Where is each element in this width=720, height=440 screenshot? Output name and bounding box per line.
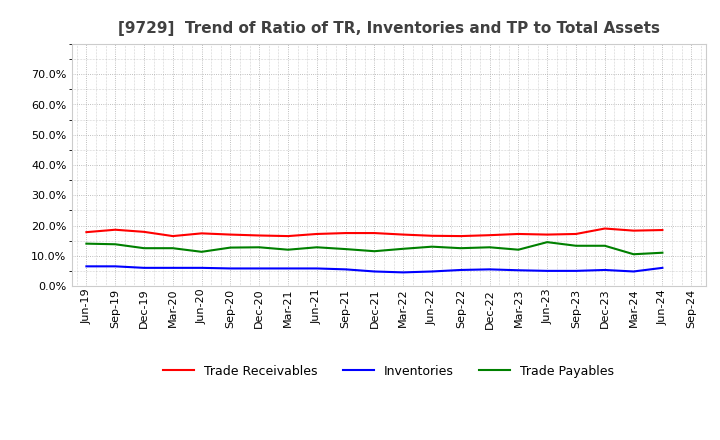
Inventories [543,268,552,274]
Trade Payables [428,244,436,249]
Inventories [226,266,235,271]
Inventories [370,269,379,274]
Inventories [312,266,321,271]
Trade Receivables [428,233,436,238]
Trade Receivables [284,234,292,239]
Line: Trade Receivables: Trade Receivables [86,228,662,236]
Line: Inventories: Inventories [86,266,662,272]
Trade Receivables [485,232,494,238]
Inventories [168,265,177,271]
Trade Payables [485,245,494,250]
Inventories [82,264,91,269]
Inventories [456,268,465,273]
Inventories [485,267,494,272]
Trade Payables [572,243,580,249]
Trade Receivables [111,227,120,232]
Trade Payables [658,250,667,255]
Trade Receivables [600,226,609,231]
Trade Receivables [168,234,177,239]
Inventories [629,269,638,274]
Trade Payables [140,246,148,251]
Trade Receivables [226,232,235,237]
Inventories [284,266,292,271]
Trade Receivables [82,230,91,235]
Inventories [197,265,206,271]
Trade Payables [197,249,206,254]
Title: [9729]  Trend of Ratio of TR, Inventories and TP to Total Assets: [9729] Trend of Ratio of TR, Inventories… [118,21,660,36]
Trade Payables [255,245,264,250]
Trade Payables [543,239,552,245]
Legend: Trade Receivables, Inventories, Trade Payables: Trade Receivables, Inventories, Trade Pa… [158,360,619,383]
Trade Receivables [370,231,379,236]
Inventories [658,265,667,271]
Trade Payables [629,252,638,257]
Trade Payables [399,246,408,251]
Trade Payables [82,241,91,246]
Inventories [140,265,148,271]
Trade Receivables [572,231,580,237]
Inventories [255,266,264,271]
Trade Payables [600,243,609,249]
Trade Payables [312,245,321,250]
Trade Receivables [312,231,321,237]
Inventories [428,269,436,274]
Trade Receivables [543,232,552,237]
Trade Receivables [399,232,408,237]
Trade Receivables [629,228,638,233]
Inventories [514,268,523,273]
Inventories [600,268,609,273]
Line: Trade Payables: Trade Payables [86,242,662,254]
Inventories [341,267,350,272]
Trade Payables [284,247,292,253]
Trade Payables [514,247,523,253]
Trade Receivables [140,229,148,235]
Trade Payables [370,249,379,254]
Trade Payables [168,246,177,251]
Trade Receivables [658,227,667,233]
Trade Receivables [341,231,350,236]
Trade Payables [111,242,120,247]
Trade Payables [226,245,235,250]
Trade Receivables [197,231,206,236]
Inventories [111,264,120,269]
Trade Receivables [456,234,465,239]
Trade Payables [341,246,350,252]
Trade Receivables [514,231,523,237]
Inventories [399,270,408,275]
Trade Payables [456,246,465,251]
Trade Receivables [255,233,264,238]
Inventories [572,268,580,274]
